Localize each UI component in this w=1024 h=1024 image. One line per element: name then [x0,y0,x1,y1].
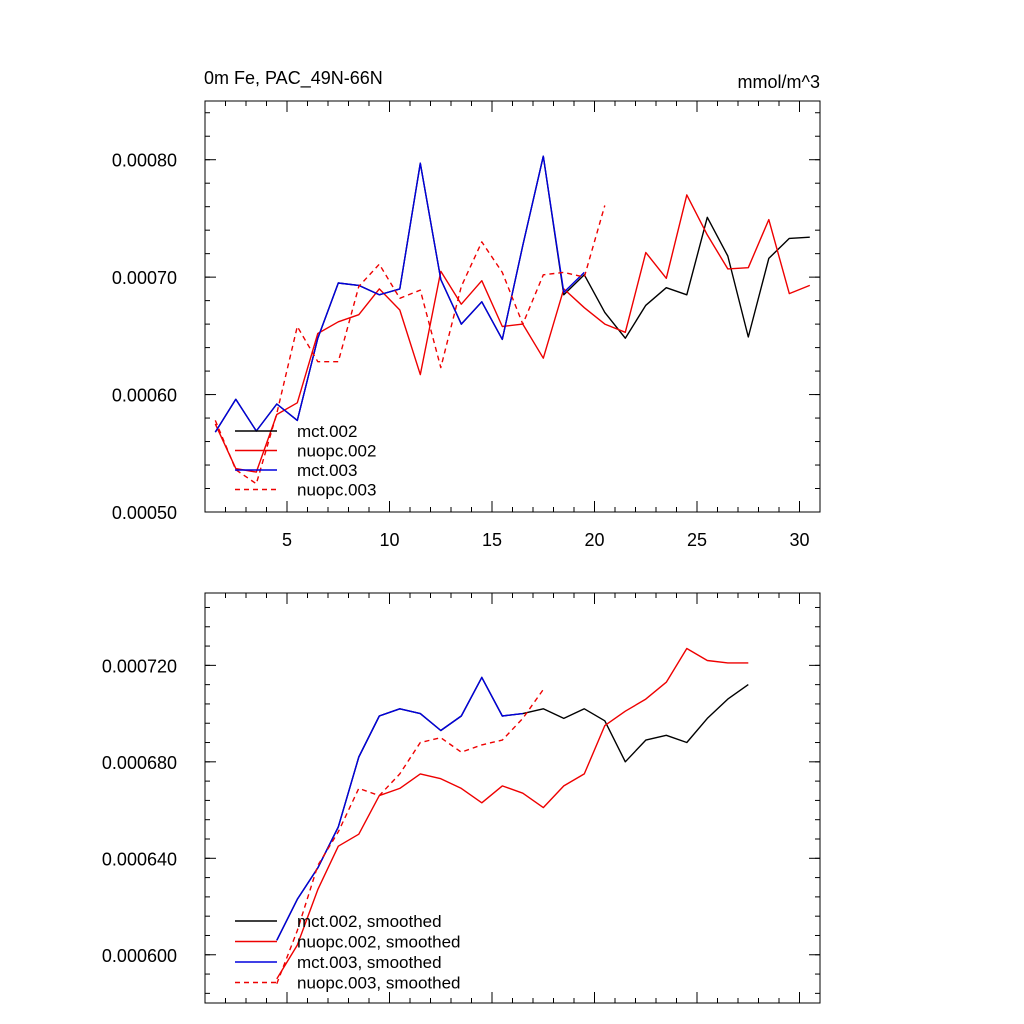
x-tick-label: 25 [687,530,707,550]
bottom-panel-series [276,647,749,984]
series-line-nuopc-003 [214,205,606,485]
series-line-mct-003-smoothed [276,676,523,941]
bottom-panel-legend: mct.002, smoothed nuopc.002, smoothedmct.… [235,912,461,993]
top-panel-title: 0m Fe, PAC_49N-66N [204,68,383,89]
top-panel-axes: 5 10 15 20 25 30 0.00050 0.00060 0.00070 0.00080 [112,100,821,550]
x-tick-label: 20 [584,530,604,550]
top-panel-series [214,155,811,485]
legend-label: mct.003 [297,461,357,480]
series-line-nuopc-003-smoothed [276,689,544,984]
legend-label: nuopc.002, smoothed [297,933,461,952]
y-tick-label: 0.000600 [102,946,177,966]
y-tick-label: 0.000720 [102,656,177,676]
y-tick-label: 0.00080 [112,151,177,171]
y-tick-label: 0.00070 [112,268,177,288]
legend-label: nuopc.003, smoothed [297,974,461,993]
x-tick-label: 15 [482,530,502,550]
y-tick-label: 0.00050 [112,503,177,523]
legend-label: mct.002 [297,422,357,441]
y-tick-label: 0.000680 [102,753,177,773]
series-line-mct-003 [214,155,585,433]
legend-label: mct.003, smoothed [297,953,442,972]
top-panel-units: mmol/m^3 [738,72,820,92]
top-panel: 0m Fe, PAC_49N-66N mmol/m^3 5 10 15 20 25 30 0… [112,68,821,550]
series-line-nuopc-002 [214,194,811,473]
legend-label: mct.002, smoothed [297,912,442,931]
x-tick-label: 10 [379,530,399,550]
x-tick-label: 30 [789,530,809,550]
y-tick-label: 0.00060 [112,386,177,406]
legend-label: nuopc.002 [297,442,376,461]
legend-label: nuopc.003 [297,481,376,500]
x-tick-label: 5 [282,530,292,550]
bottom-panel: 0.000600 0.000640 0.000680 0.000720 mct.002… [102,592,821,1004]
bottom-panel-axes: 0.000600 0.000640 0.000680 0.000720 [102,592,821,1004]
series-line-nuopc-002-smoothed [276,647,749,980]
y-tick-label: 0.000640 [102,849,177,869]
